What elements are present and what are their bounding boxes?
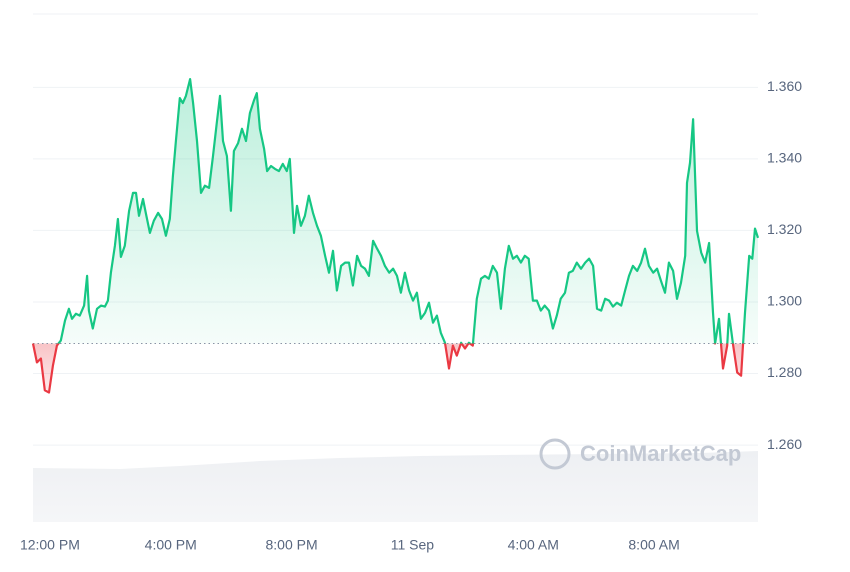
y-tick-label: 1.340 bbox=[767, 150, 802, 166]
y-tick-label: 1.280 bbox=[767, 364, 802, 380]
x-tick-label: 8:00 PM bbox=[266, 537, 318, 553]
volume-area bbox=[33, 451, 758, 522]
x-tick-label: 12:00 PM bbox=[20, 537, 80, 553]
y-tick-label: 1.360 bbox=[767, 78, 802, 94]
plot bbox=[31, 78, 760, 394]
y-tick-label: 1.260 bbox=[767, 436, 802, 452]
y-tick-label: 1.300 bbox=[767, 293, 802, 309]
watermark-text: CoinMarketCap bbox=[580, 441, 741, 466]
x-tick-label: 8:00 AM bbox=[628, 537, 679, 553]
axis-labels: 1.260 1.280 1.300 1.320 1.340 1.360 12:00 PM 4:… bbox=[20, 78, 802, 553]
x-tick-label: 4:00 AM bbox=[508, 537, 559, 553]
price-area bbox=[33, 79, 758, 393]
watermark-logo bbox=[539, 438, 571, 470]
watermark: CoinMarketCap bbox=[539, 438, 741, 470]
y-tick-label: 1.320 bbox=[767, 221, 802, 237]
x-tick-label: 11 Sep bbox=[391, 537, 435, 553]
x-tick-label: 4:00 PM bbox=[145, 537, 197, 553]
price-line bbox=[31, 78, 760, 394]
